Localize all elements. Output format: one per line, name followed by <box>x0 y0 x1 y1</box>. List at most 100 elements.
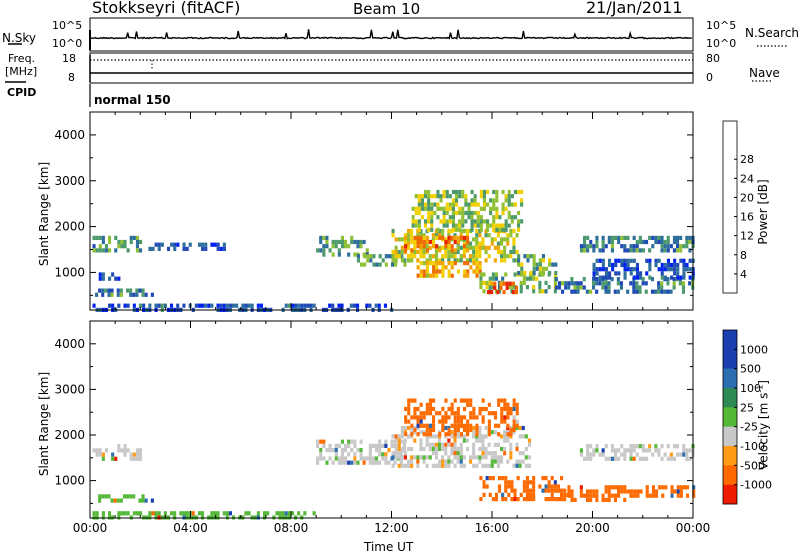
data-cell-10 <box>455 194 459 199</box>
data-cell-10 <box>442 215 446 220</box>
data-cell-9 <box>435 273 439 278</box>
data-cell-14 <box>623 244 627 249</box>
data-cell-15 <box>576 281 580 286</box>
data-cell-4 <box>365 303 369 308</box>
data-cell-15 <box>644 281 648 286</box>
data-cell-4 <box>356 303 360 308</box>
data-cell-1 <box>138 498 142 503</box>
data-cell-4 <box>207 303 211 308</box>
data-cell-9 <box>472 261 476 266</box>
data-cell-5 <box>453 411 457 416</box>
data-cell-10 <box>501 189 505 195</box>
data-cell-15 <box>595 281 599 286</box>
data-cell-3 <box>340 452 344 457</box>
data-cells <box>92 189 695 312</box>
data-cell-8 <box>450 244 454 249</box>
data-cell-4 <box>472 430 476 435</box>
data-cell-5 <box>475 423 479 428</box>
data-cell-5 <box>466 419 470 424</box>
data-cell-7 <box>456 245 460 250</box>
power-colorbar-tick-label: 8 <box>740 249 747 262</box>
data-cell-3 <box>399 439 403 444</box>
data-cell-4 <box>521 434 525 439</box>
data-cell-4 <box>459 446 463 452</box>
noise-right-tick-top: 10^5 <box>706 19 737 32</box>
data-cell-13 <box>517 270 521 276</box>
data-cell-10 <box>479 223 483 228</box>
data-cell-15 <box>607 285 611 290</box>
data-cell-9 <box>655 493 659 498</box>
data-cell-7 <box>487 254 491 259</box>
data-cell-3 <box>344 456 348 461</box>
data-cell-4 <box>472 425 476 431</box>
data-cell-9 <box>676 485 680 490</box>
data-cell-1 <box>144 498 148 503</box>
data-cell-4 <box>416 459 420 464</box>
data-cell-4 <box>441 442 445 447</box>
data-cell-14 <box>635 244 639 249</box>
data-cell-13 <box>517 258 521 263</box>
data-cell-16 <box>623 262 627 268</box>
data-cell-7 <box>416 233 420 238</box>
data-cell-5 <box>359 239 363 245</box>
data-cell-10 <box>476 223 480 228</box>
velocity-colorbar-tick-label: 500 <box>740 363 761 376</box>
data-cell-4 <box>397 463 401 468</box>
data-cell-5 <box>413 411 417 416</box>
data-cell-5 <box>463 398 467 403</box>
data-cell-10 <box>507 223 511 228</box>
data-cell-10 <box>424 189 428 195</box>
data-cell-16 <box>635 262 639 268</box>
data-cell-4 <box>524 463 528 468</box>
data-cell-4 <box>453 451 457 456</box>
data-cell-4 <box>297 303 301 308</box>
data-cell-7 <box>391 233 395 238</box>
data-cell-10 <box>417 206 421 211</box>
data-cell-5 <box>512 427 516 433</box>
data-cell-4 <box>407 459 411 464</box>
data-cell-8 <box>450 248 454 253</box>
data-cell-15 <box>660 285 664 290</box>
data-cell-6 <box>504 476 508 481</box>
data-cell-5 <box>441 406 445 412</box>
data-cell-4 <box>515 442 519 447</box>
data-cell-9 <box>475 261 479 266</box>
data-cell-9 <box>419 273 423 278</box>
data-cell-10 <box>442 210 446 216</box>
data-cell-7 <box>570 493 574 498</box>
data-cell-10 <box>464 194 468 199</box>
data-cell-15 <box>616 277 620 282</box>
data-cell-6 <box>550 488 554 493</box>
data-cell-7 <box>419 254 423 259</box>
data-cell-16 <box>648 267 652 272</box>
data-cell-14 <box>604 244 608 249</box>
data-cell-4 <box>453 438 457 443</box>
data-cell-3 <box>141 292 145 297</box>
data-cell-8 <box>629 452 633 457</box>
data-cell-7 <box>503 258 507 263</box>
data-cell-15 <box>663 289 667 294</box>
data-cell-4 <box>456 459 460 464</box>
data-cell-10 <box>451 202 455 207</box>
data-cell-9 <box>651 485 655 490</box>
data-cell-6 <box>522 488 526 493</box>
data-cell-9 <box>441 269 445 274</box>
data-cell-4 <box>465 438 469 443</box>
data-cell-7 <box>579 493 583 498</box>
data-cell-10 <box>489 223 493 228</box>
data-cell-3 <box>101 292 105 297</box>
data-cell-10 <box>482 198 486 203</box>
data-cell-13 <box>532 254 536 259</box>
data-cell-9 <box>447 269 451 274</box>
data-cell-13 <box>551 262 555 267</box>
data-cell-14 <box>638 239 642 245</box>
frequency-panel <box>5 52 773 84</box>
data-cell-10 <box>442 206 446 211</box>
data-cell-4 <box>400 455 404 460</box>
velocity-colorbar-tick-label: 25 <box>740 401 754 414</box>
data-cell-15 <box>635 285 639 290</box>
data-cell-1 <box>204 242 208 247</box>
data-cell-4 <box>331 303 335 308</box>
data-cell-5 <box>515 419 519 424</box>
data-cell-8 <box>579 448 583 453</box>
